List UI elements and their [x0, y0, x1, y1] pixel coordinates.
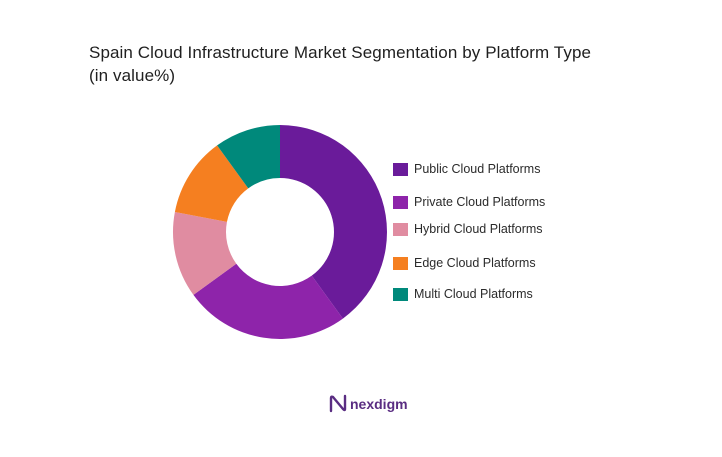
legend-swatch: [393, 256, 408, 270]
legend-label: Private Cloud Platforms: [414, 195, 546, 209]
chart-title-line1: Spain Cloud Infrastructure Market Segmen…: [89, 43, 592, 62]
legend-label: Multi Cloud Platforms: [414, 287, 533, 301]
legend-label: Public Cloud Platforms: [414, 162, 541, 176]
legend-label: Edge Cloud Platforms: [414, 256, 536, 270]
legend-item: Public Cloud Platforms: [393, 162, 540, 176]
legend-item: Hybrid Cloud Platforms: [393, 222, 543, 236]
legend-label: Hybrid Cloud Platforms: [414, 222, 543, 236]
nexdigm-logo-icon: [329, 394, 347, 413]
donut-slice-2: [193, 263, 343, 339]
legend-swatch: [393, 195, 408, 209]
brand-name: nexdigm: [350, 396, 408, 412]
legend-item: Private Cloud Platforms: [393, 195, 545, 209]
legend-swatch: [393, 222, 408, 236]
legend-item: Multi Cloud Platforms: [393, 287, 533, 301]
legend-item: Edge Cloud Platforms: [393, 256, 536, 270]
brand-logo: nexdigm: [329, 394, 408, 414]
legend-swatch: [393, 287, 408, 301]
donut-slice-5: [217, 125, 280, 189]
chart-title: Spain Cloud Infrastructure Market Segmen…: [89, 41, 689, 87]
donut-slice-4: [174, 145, 249, 222]
donut-slice-3: [173, 211, 237, 295]
legend-swatch: [393, 162, 408, 176]
chart-title-line2: (in value%): [89, 66, 176, 85]
donut-chart: [173, 125, 387, 339]
donut-slice-1: [280, 125, 387, 319]
